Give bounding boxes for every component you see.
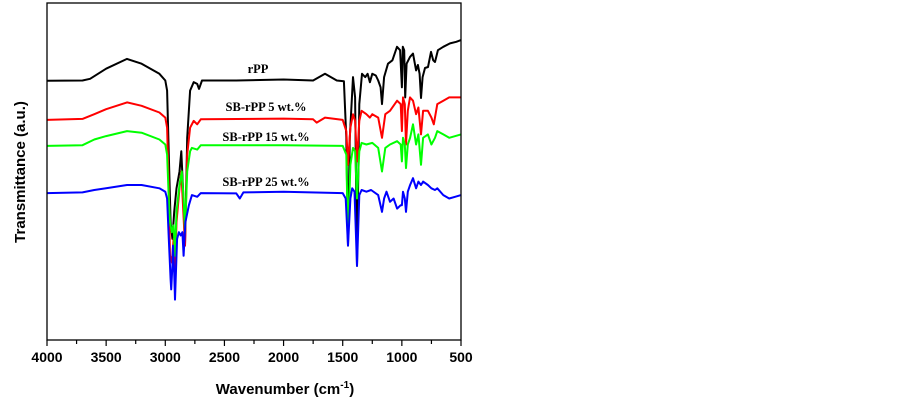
series-label: SB-rPP 25 wt.%	[222, 175, 309, 189]
x-tick-label: 4000	[31, 349, 62, 365]
plot-lines	[46, 39, 462, 301]
series-label: SB-rPP 5 wt.%	[226, 100, 307, 114]
series-labels: rPP SB-rPP 5 wt.% SB-rPP 15 wt.% SB-rPP 25 …	[222, 62, 309, 189]
x-axis-ticks: 4000 3500 3000 2500 2000 1500 1000 500	[31, 340, 473, 365]
x-tick-label: 1000	[386, 349, 417, 365]
y-axis-title: Transmittance (a.u.)	[12, 101, 29, 243]
x-tick-label: 3500	[91, 349, 122, 365]
series-line-3	[46, 177, 462, 301]
x-tick-label: 2000	[268, 349, 299, 365]
series-line-0	[46, 39, 462, 267]
x-tick-label: 500	[449, 349, 473, 365]
series-label: SB-rPP 15 wt.%	[222, 130, 309, 144]
plot-frame	[46, 2, 462, 341]
series-line-1	[46, 96, 461, 274]
x-tick-label: 1500	[327, 349, 358, 365]
x-tick-label: 2500	[209, 349, 240, 365]
x-axis-title: Wavenumber (cm-1)	[216, 380, 354, 398]
series-line-2	[46, 123, 462, 257]
series-label: rPP	[248, 62, 269, 76]
x-tick-label: 3000	[150, 349, 181, 365]
